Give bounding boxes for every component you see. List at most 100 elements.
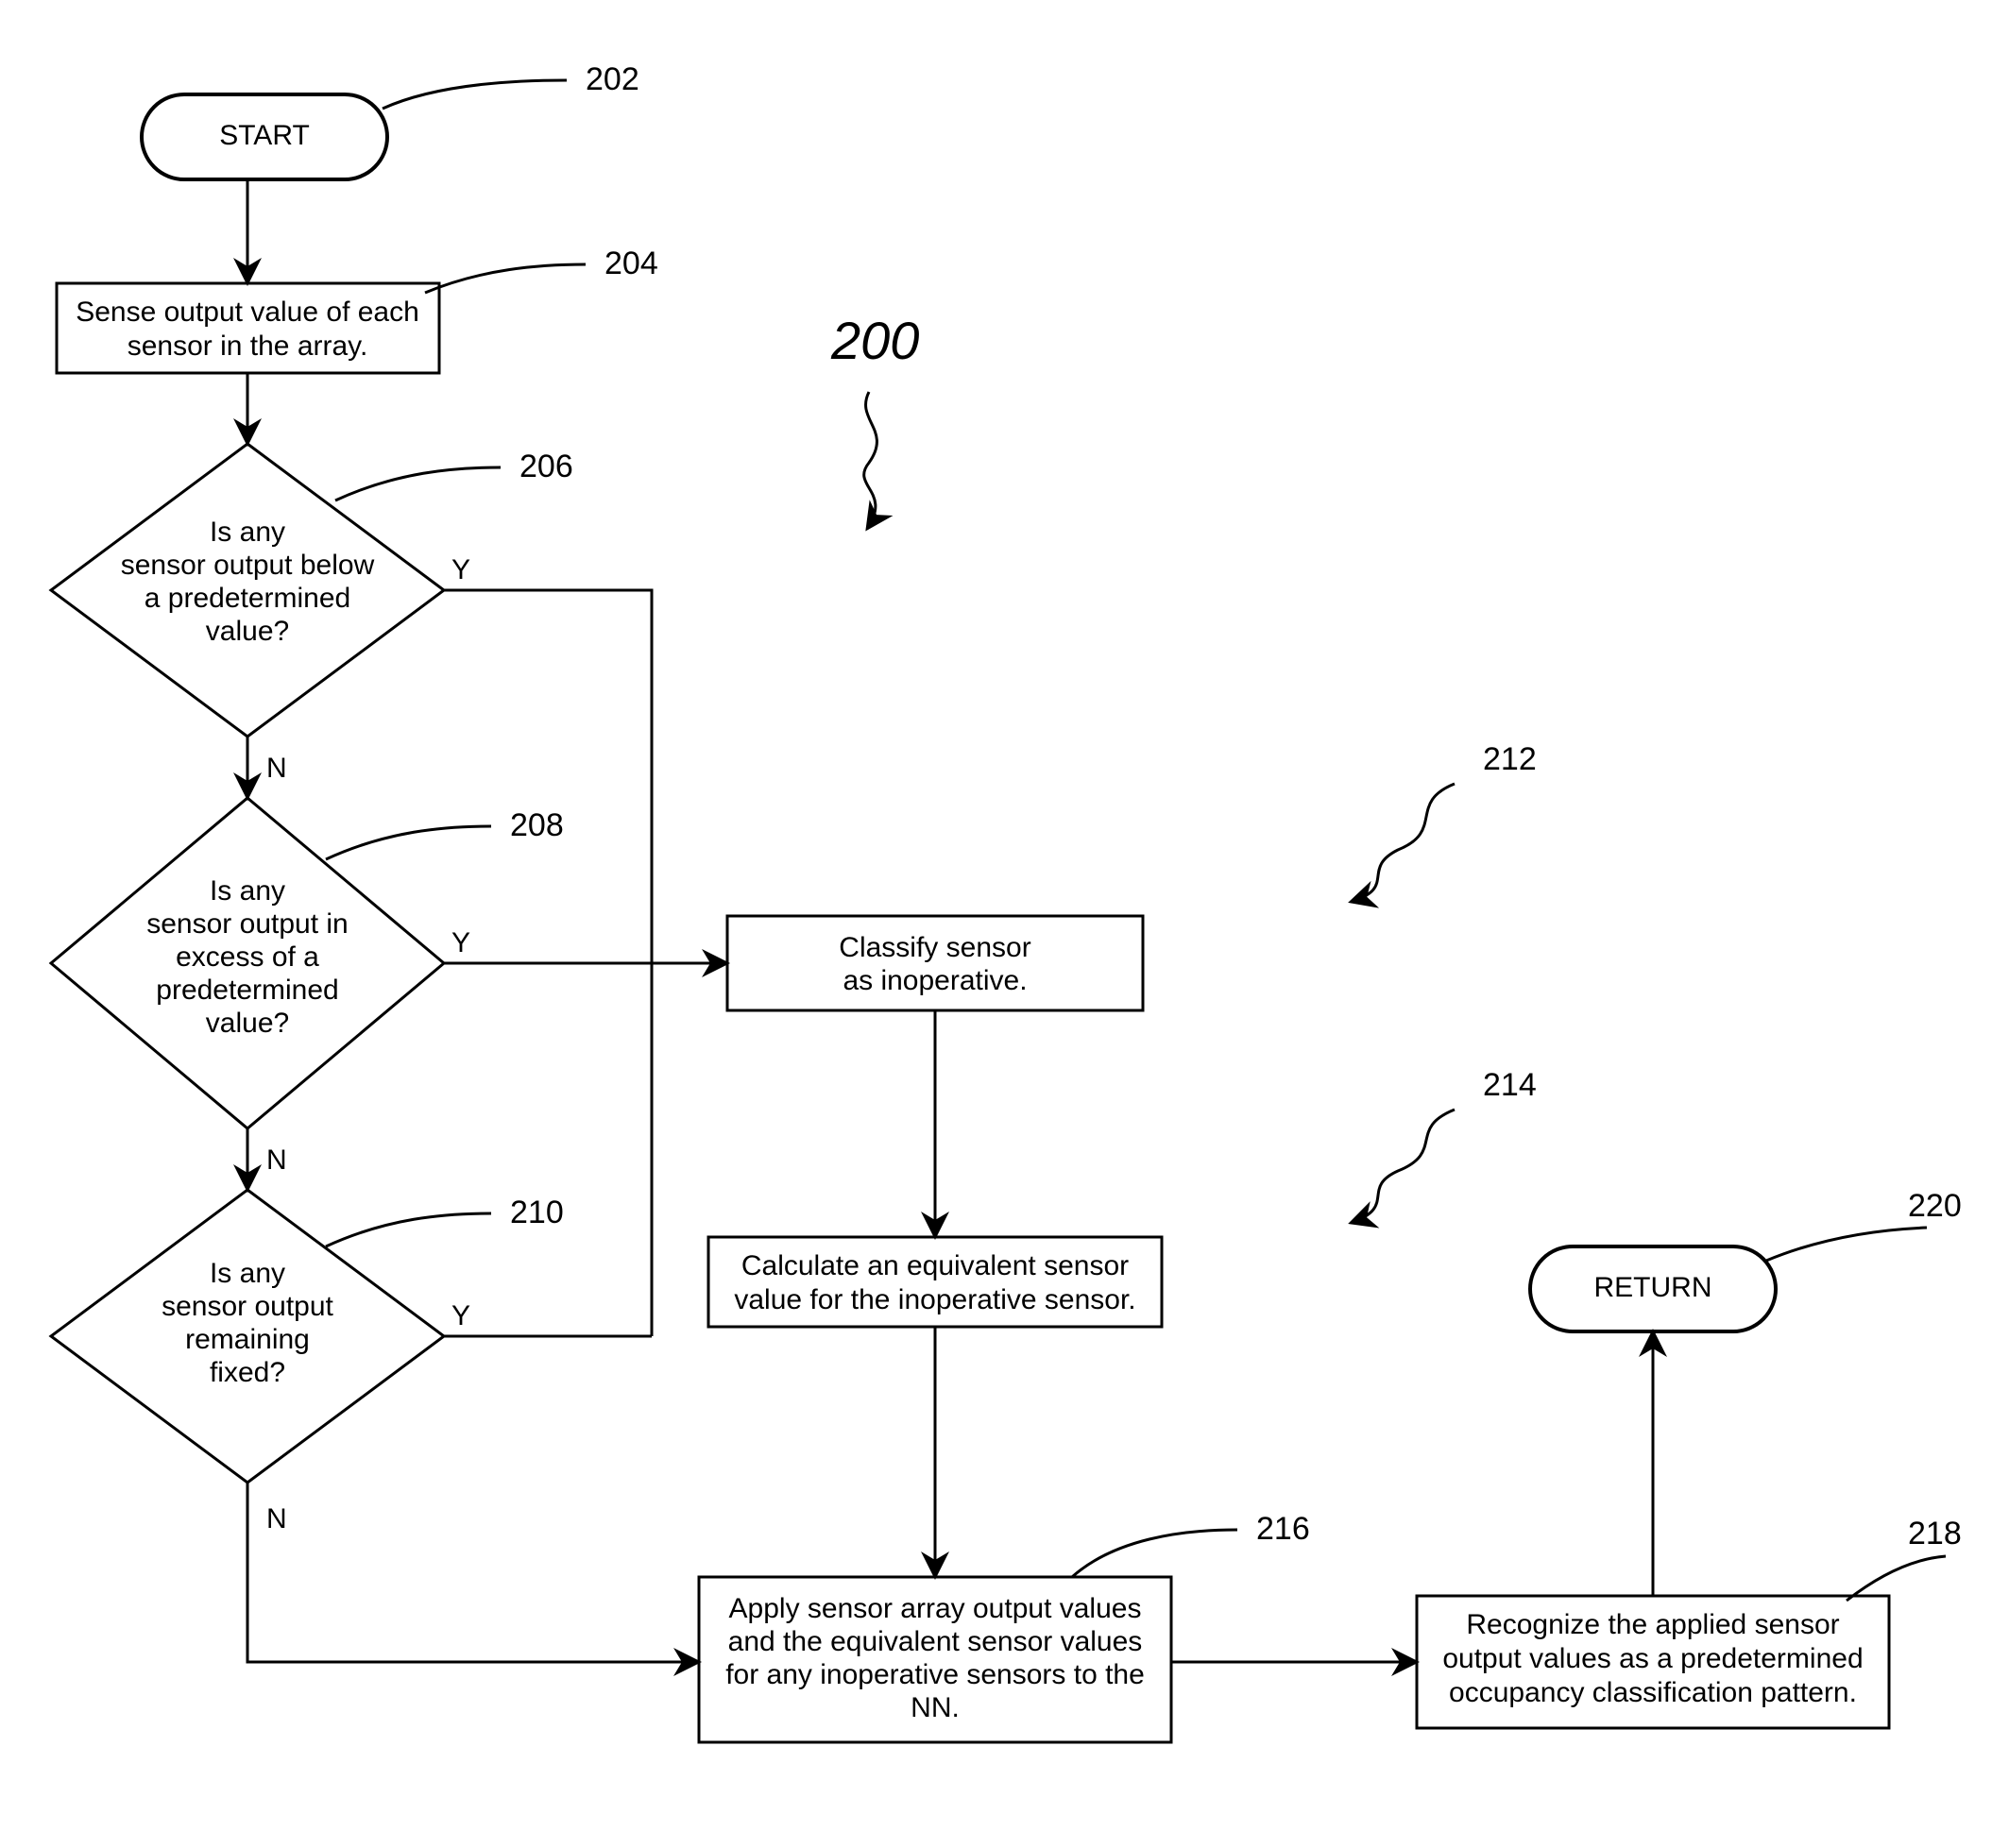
node-decision-excess: Is any sensor output in excess of a pred…	[51, 798, 444, 1128]
svg-text:Is any: Is any	[210, 1258, 285, 1289]
leader-206	[335, 467, 501, 500]
leader-202	[383, 80, 567, 109]
svg-text:Calculate an equivalent sensor: Calculate an equivalent sensor	[741, 1250, 1129, 1281]
ref-208: 208	[510, 807, 564, 843]
svg-text:a predetermined: a predetermined	[145, 583, 350, 614]
node-apply: Apply sensor array output values and the…	[699, 1577, 1171, 1742]
ref-204: 204	[604, 246, 658, 281]
svg-text:Classify sensor: Classify sensor	[839, 932, 1030, 963]
svg-text:Y: Y	[451, 927, 470, 958]
d-excess-l2: sensor output in	[146, 908, 348, 940]
edge-dfixed-y-label: Y	[451, 1300, 470, 1331]
svg-text:N: N	[266, 1144, 287, 1176]
apply-l3: for any inoperative sensors to the	[725, 1659, 1145, 1690]
recog-l3: occupancy classification pattern.	[1449, 1677, 1857, 1708]
svg-text:Is any: Is any	[210, 517, 285, 548]
apply-l4: NN.	[911, 1692, 960, 1723]
recog-l2: output values as a predetermined	[1442, 1643, 1863, 1674]
node-decision-below: Is any sensor output below a predetermin…	[51, 444, 444, 737]
svg-text:output values as a predetermin: output values as a predetermined	[1442, 1643, 1863, 1674]
flowchart: START Sense output value of each sensor …	[0, 0, 1992, 1848]
svg-text:START: START	[219, 120, 310, 151]
svg-text:sensor output in: sensor output in	[146, 908, 348, 940]
apply-l2: and the equivalent sensor values	[728, 1626, 1143, 1657]
svg-text:value?: value?	[206, 616, 289, 647]
ref-218: 218	[1908, 1516, 1962, 1551]
edge-dbelow-y-label: Y	[451, 554, 470, 585]
figure-label: 200	[830, 311, 919, 370]
leader-208	[326, 826, 491, 859]
node-recognize: Recognize the applied sensor output valu…	[1417, 1596, 1889, 1728]
edge-dexcess-y-label: Y	[451, 927, 470, 958]
edge-dexcess-dfixed-label: N	[266, 1144, 287, 1176]
svg-text:fixed?: fixed?	[210, 1357, 285, 1388]
leader-210	[326, 1213, 491, 1246]
ref-212: 212	[1483, 741, 1537, 777]
node-start: START	[142, 94, 387, 179]
d-fixed-l4: fixed?	[210, 1357, 285, 1388]
d-fixed-l2: sensor output	[162, 1291, 333, 1322]
apply-l1: Apply sensor array output values	[729, 1593, 1142, 1624]
edge-dfixed-apply	[247, 1483, 699, 1662]
ref-220: 220	[1908, 1188, 1962, 1224]
recog-l1: Recognize the applied sensor	[1466, 1609, 1839, 1640]
d-below-l3: a predetermined	[145, 583, 350, 614]
d-fixed-l1: Is any	[210, 1258, 285, 1289]
d-below-l4: value?	[206, 616, 289, 647]
svg-text:as inoperative.: as inoperative.	[843, 965, 1027, 996]
leader-212	[1351, 784, 1455, 902]
leader-218	[1847, 1556, 1946, 1601]
d-excess-l1: Is any	[210, 875, 285, 907]
leader-216	[1072, 1530, 1237, 1577]
svg-text:for any inoperative sensors to: for any inoperative sensors to the	[725, 1659, 1145, 1690]
d-excess-l4: predetermined	[156, 975, 338, 1006]
svg-text:sensor in the array.: sensor in the array.	[128, 331, 368, 362]
leader-214	[1351, 1110, 1455, 1223]
leader-220	[1766, 1228, 1927, 1261]
svg-text:remaining: remaining	[185, 1324, 310, 1355]
svg-text:excess of a: excess of a	[176, 941, 319, 973]
classify-l1: Classify sensor	[839, 932, 1030, 963]
svg-text:value for the inoperative sens: value for the inoperative sensor.	[734, 1284, 1135, 1315]
edge-dfixed-n-label: N	[266, 1503, 287, 1534]
figure-label-arrow	[864, 392, 877, 529]
ref-202: 202	[586, 61, 639, 97]
classify-l2: as inoperative.	[843, 965, 1027, 996]
svg-text:and the equivalent sensor valu: and the equivalent sensor values	[728, 1626, 1143, 1657]
svg-text:sensor output: sensor output	[162, 1291, 333, 1322]
svg-text:Y: Y	[451, 554, 470, 585]
node-classify: Classify sensor as inoperative.	[727, 916, 1143, 1010]
edge-dbelow-dexcess-label: N	[266, 753, 287, 784]
svg-text:Sense output value of each: Sense output value of each	[76, 297, 419, 328]
ref-216: 216	[1256, 1511, 1310, 1547]
d-fixed-l3: remaining	[185, 1324, 310, 1355]
ref-214: 214	[1483, 1067, 1537, 1103]
d-below-l1: Is any	[210, 517, 285, 548]
sense-line2: sensor in the array.	[128, 331, 368, 362]
leader-204	[425, 264, 586, 293]
svg-text:N: N	[266, 1503, 287, 1534]
sense-line1: Sense output value of each	[76, 297, 419, 328]
d-excess-l5: value?	[206, 1008, 289, 1039]
node-decision-fixed: Is any sensor output remaining fixed?	[51, 1190, 444, 1483]
ref-206: 206	[519, 449, 573, 484]
ref-210: 210	[510, 1195, 564, 1230]
svg-text:RETURN: RETURN	[1594, 1272, 1712, 1303]
svg-text:sensor output below: sensor output below	[121, 550, 375, 581]
svg-text:Apply sensor array output valu: Apply sensor array output values	[729, 1593, 1142, 1624]
svg-text:Recognize the applied sensor: Recognize the applied sensor	[1466, 1609, 1839, 1640]
d-below-l2: sensor output below	[121, 550, 375, 581]
svg-text:predetermined: predetermined	[156, 975, 338, 1006]
node-sense: Sense output value of each sensor in the…	[57, 283, 439, 373]
start-label: START	[219, 120, 310, 151]
return-label: RETURN	[1594, 1272, 1712, 1303]
svg-text:NN.: NN.	[911, 1692, 960, 1723]
node-calc: Calculate an equivalent sensor value for…	[708, 1237, 1162, 1327]
svg-text:occupancy classification patte: occupancy classification pattern.	[1449, 1677, 1857, 1708]
svg-text:value?: value?	[206, 1008, 289, 1039]
d-excess-l3: excess of a	[176, 941, 319, 973]
calc-l2: value for the inoperative sensor.	[734, 1284, 1135, 1315]
svg-text:Y: Y	[451, 1300, 470, 1331]
svg-text:N: N	[266, 753, 287, 784]
node-return: RETURN	[1530, 1246, 1776, 1331]
